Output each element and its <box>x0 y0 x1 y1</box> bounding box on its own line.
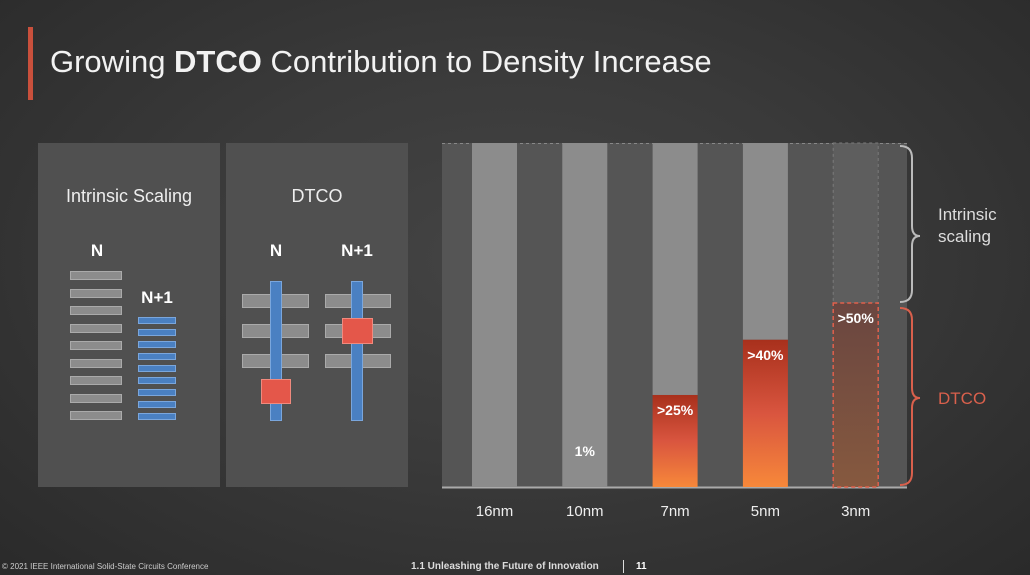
gate-bar-n <box>70 323 122 333</box>
contact-block <box>261 379 291 404</box>
gate-bar-n-plus-1 <box>138 329 176 336</box>
intrinsic-brace <box>899 145 921 303</box>
x-tick-label: 3nm <box>841 503 870 520</box>
panel-title: DTCO <box>291 186 343 206</box>
gate-bar-n <box>70 393 122 403</box>
gate-bar-n-plus-1 <box>138 389 176 396</box>
title-accent-bar <box>28 27 33 100</box>
gate-bar-n <box>70 271 122 280</box>
gate-bar-n-plus-1 <box>138 353 176 360</box>
gate-bar-n-plus-1 <box>138 341 176 348</box>
panel-title: Intrinsic Scaling <box>65 186 193 206</box>
page-number: 11 <box>636 561 647 572</box>
gate-bar-n <box>70 306 122 315</box>
x-tick-label: 7nm <box>661 503 690 520</box>
data-label-10nm: 1% <box>575 443 596 459</box>
data-label-3nm: >50% <box>838 310 875 326</box>
bar-dtco-5nm <box>742 339 788 487</box>
bar-intrinsic-16nm <box>472 143 517 487</box>
gate-bar-n-plus-1 <box>138 365 176 372</box>
slide-title: Growing DTCO Contribution to Density Inc… <box>50 44 712 80</box>
dtco-brace <box>899 307 921 486</box>
bar-intrinsic-5nm <box>742 143 788 340</box>
x-tick-label: 10nm <box>566 503 604 520</box>
data-label-7nm: >25% <box>657 402 694 418</box>
x-tick-label: 16nm <box>476 503 514 520</box>
title-bold-text: DTCO <box>174 44 262 79</box>
legend-intrinsic: Intrinsic scaling <box>938 205 997 246</box>
x-tick-label: 5nm <box>751 503 780 520</box>
gate-bar-n <box>70 288 122 298</box>
gate-bar-n-plus-1 <box>138 317 176 324</box>
bar-intrinsic-7nm <box>652 143 698 395</box>
gate-bar-n-plus-1 <box>138 377 176 384</box>
footer-session: 1.1 Unleashing the Future of Innovation <box>411 561 599 572</box>
gate-bar-n-plus-1 <box>138 413 176 420</box>
legend-dtco: DTCO <box>938 389 986 408</box>
title-text-rest: Contribution to Density Increase <box>261 44 712 79</box>
gate-bar-n <box>70 411 122 420</box>
metal-line <box>351 281 363 421</box>
contact-block <box>342 318 373 344</box>
label-n-plus-1: N+1 <box>341 241 373 260</box>
label-n: N <box>269 241 283 260</box>
dtco-panel: DTCO N N+1 <box>226 143 408 487</box>
data-label-5nm: >40% <box>747 347 784 363</box>
label-n-plus-1: N+1 <box>141 288 173 307</box>
bar-dtco-7nm <box>652 394 698 487</box>
bar-intrinsic-3nm <box>832 142 879 304</box>
bar-dtco-3nm <box>832 302 879 488</box>
footer-separator <box>623 560 624 573</box>
gate-bar-n <box>70 376 122 385</box>
gate-bar-n <box>70 358 122 368</box>
title-text: Growing <box>50 44 175 79</box>
intrinsic-scaling-panel: Intrinsic Scaling N N+1 <box>38 143 220 487</box>
gate-bar-n-plus-1 <box>138 401 176 408</box>
gate-bar-n <box>70 341 122 350</box>
footer-copyright: © 2021 IEEE International Solid-State Ci… <box>2 562 209 571</box>
bar-intrinsic-10nm <box>562 143 608 487</box>
label-n: N <box>90 241 104 260</box>
